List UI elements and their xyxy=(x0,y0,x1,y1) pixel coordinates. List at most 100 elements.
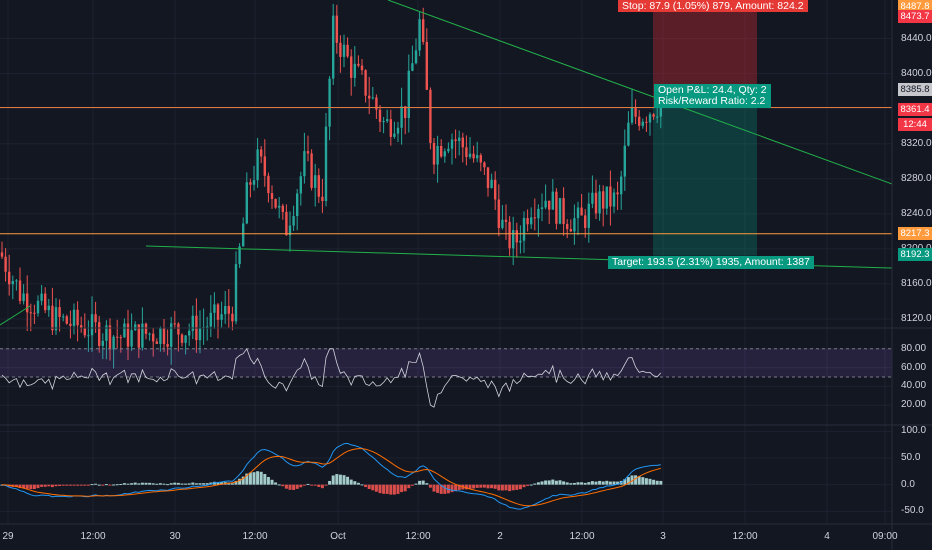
candle xyxy=(519,225,522,254)
candle xyxy=(393,121,396,139)
candle xyxy=(436,135,439,183)
candle xyxy=(177,322,180,352)
candle xyxy=(342,34,346,68)
candle xyxy=(620,170,623,210)
candle xyxy=(375,94,378,119)
candle xyxy=(602,185,605,227)
candle xyxy=(440,139,443,159)
candle xyxy=(407,54,410,133)
candle xyxy=(184,334,187,355)
candle xyxy=(324,112,328,207)
candle xyxy=(69,310,72,339)
candle xyxy=(321,179,324,213)
candle xyxy=(400,87,403,145)
pnl-label[interactable]: Open P&L: 24.4, Qty: 2 Risk/Reward Ratio… xyxy=(654,84,771,108)
candle xyxy=(497,184,500,237)
candle xyxy=(490,173,493,189)
price-tag: 8361.4 xyxy=(898,103,932,116)
candle xyxy=(112,334,115,369)
candle xyxy=(260,145,263,164)
candle xyxy=(332,3,335,85)
candle xyxy=(76,301,79,342)
candle xyxy=(15,278,18,291)
candle xyxy=(119,334,122,353)
candle xyxy=(137,324,140,359)
candle xyxy=(422,7,425,45)
candle xyxy=(216,302,220,339)
candle xyxy=(26,275,29,332)
candle xyxy=(166,329,169,356)
price-tag: 8385.8 xyxy=(898,83,932,96)
candle xyxy=(454,129,457,159)
candle xyxy=(80,316,83,333)
stop-label[interactable]: Stop: 87.9 (1.05%) 879, Amount: 824.2 xyxy=(618,0,808,12)
candle xyxy=(458,130,461,156)
candle xyxy=(238,243,241,268)
candle xyxy=(252,165,256,191)
candle xyxy=(173,311,176,329)
macd-tick: 0.0 xyxy=(901,478,915,490)
candle xyxy=(152,327,155,357)
candle xyxy=(51,287,54,335)
candle xyxy=(170,316,173,365)
macd-signal-line xyxy=(1,448,661,507)
candle xyxy=(292,205,295,231)
candle xyxy=(62,313,65,322)
macd-line xyxy=(1,442,661,510)
candle xyxy=(566,219,569,239)
candle xyxy=(249,178,252,198)
candle xyxy=(155,338,158,344)
candle xyxy=(339,35,342,73)
candle xyxy=(317,168,320,203)
candle xyxy=(378,104,382,132)
time-tick: 3 xyxy=(660,531,666,542)
candle xyxy=(494,171,497,211)
candle xyxy=(598,184,601,221)
rsi-line xyxy=(1,347,662,408)
candle xyxy=(18,267,22,305)
candle xyxy=(245,172,248,225)
candle xyxy=(148,332,151,341)
position-zones xyxy=(653,9,757,256)
candle xyxy=(515,222,518,258)
candle xyxy=(551,179,554,210)
candle xyxy=(389,109,392,146)
candle xyxy=(47,298,50,317)
price-tag: 8192.3 xyxy=(898,248,932,261)
candle xyxy=(429,87,432,150)
candle xyxy=(544,184,547,210)
price-tick: 8120.0 xyxy=(901,312,932,324)
candle xyxy=(33,304,36,324)
candle xyxy=(198,310,202,354)
candle xyxy=(540,193,544,222)
candle xyxy=(58,299,61,332)
pnl-line-1: Open P&L: 24.4, Qty: 2 xyxy=(658,84,767,96)
candle xyxy=(357,55,360,68)
candle xyxy=(40,285,43,306)
candle xyxy=(65,314,68,325)
time-tick: 4 xyxy=(824,531,830,542)
target-label[interactable]: Target: 193.5 (2.31%) 1935, Amount: 1387 xyxy=(608,256,814,269)
drawn-lines xyxy=(0,0,893,326)
candle xyxy=(648,112,652,136)
candle xyxy=(350,49,353,96)
time-tick: 2 xyxy=(497,531,503,542)
candle xyxy=(98,315,101,353)
price-tick: 8160.0 xyxy=(901,277,932,289)
trendline-left xyxy=(0,305,31,326)
rsi-tick: 80.00 xyxy=(901,342,927,354)
candle xyxy=(36,295,40,317)
candle xyxy=(213,292,216,329)
price-tag: 8217.3 xyxy=(898,227,932,240)
candle xyxy=(195,298,198,353)
candle xyxy=(162,318,166,353)
candle xyxy=(29,303,32,332)
candle xyxy=(303,132,306,184)
candle xyxy=(504,204,508,240)
candle xyxy=(486,167,490,197)
candle xyxy=(285,204,288,236)
candle xyxy=(270,185,274,209)
candle xyxy=(328,76,331,141)
